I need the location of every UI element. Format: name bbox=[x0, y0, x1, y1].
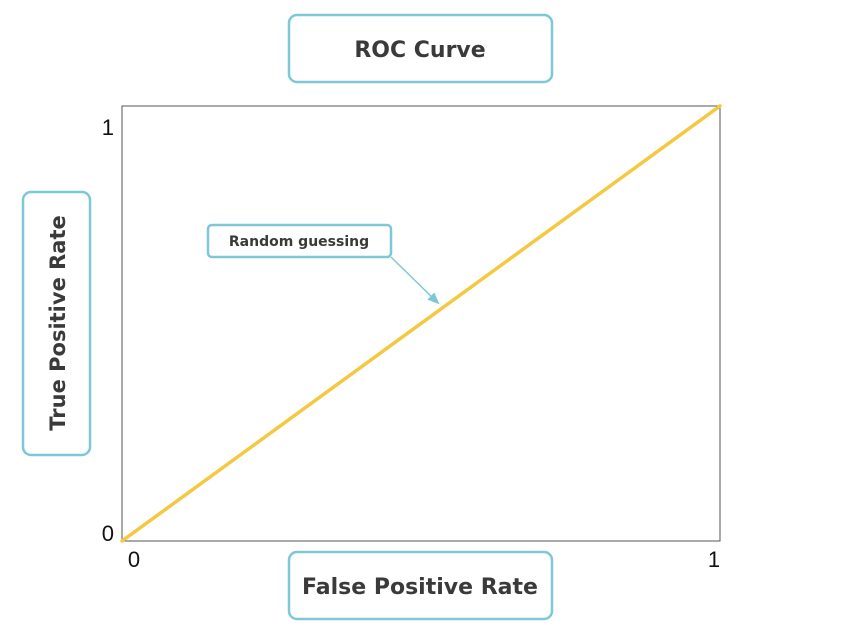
series-layer bbox=[120, 104, 722, 543]
y-tick-max: 1 bbox=[102, 115, 114, 140]
y-tick-min: 0 bbox=[102, 521, 114, 546]
x-axis-label-box: False Positive Rate bbox=[287, 550, 554, 621]
title-box: ROC Curve bbox=[287, 13, 554, 84]
annotation-arrow bbox=[390, 256, 440, 305]
annotation-text: Random guessing bbox=[229, 234, 369, 250]
annotation: Random guessing bbox=[206, 223, 440, 305]
x-axis-label: False Positive Rate bbox=[302, 575, 538, 600]
y-axis-label-box: True Positive Rate bbox=[21, 190, 92, 457]
x-tick-max: 1 bbox=[708, 547, 720, 572]
y-axis-label: True Positive Rate bbox=[46, 215, 70, 431]
chart-title: ROC Curve bbox=[354, 38, 485, 63]
series-line-0 bbox=[120, 104, 722, 543]
plot-area bbox=[121, 105, 721, 542]
x-tick-min: 0 bbox=[128, 547, 140, 572]
